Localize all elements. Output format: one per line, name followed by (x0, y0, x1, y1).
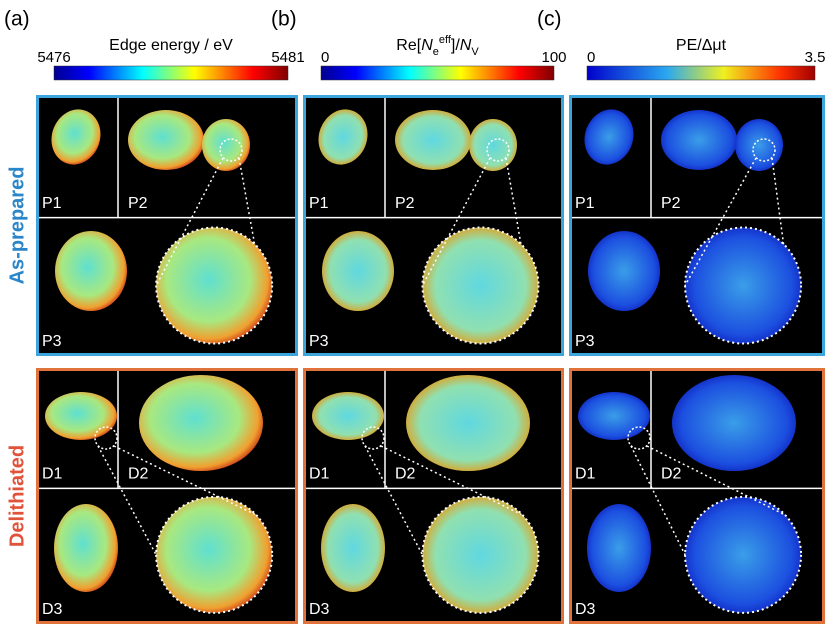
zoom-link (155, 157, 224, 286)
colorbar-title-part: ]/ (451, 37, 460, 54)
particle (469, 119, 517, 171)
particle (588, 231, 660, 311)
zoom-link (421, 157, 491, 286)
colorbar-title: PE/Δμt (676, 37, 727, 54)
particle-label: D1 (42, 466, 63, 483)
magnified-view (421, 495, 540, 614)
colorbar-title: Edge energy / eV (109, 37, 233, 54)
particle (661, 110, 737, 170)
particle-label: D3 (42, 601, 63, 618)
zoom-region (752, 138, 776, 162)
magnified-view (421, 226, 540, 345)
particle (139, 375, 263, 471)
colorbar-max: 100 (541, 49, 566, 66)
particle-label: D2 (661, 466, 682, 483)
zoom-region (219, 138, 243, 162)
particle-label: P1 (575, 195, 595, 212)
particle-label: D1 (575, 466, 596, 483)
particle (321, 504, 385, 592)
zoom-region (94, 426, 118, 450)
particle-label: P2 (395, 195, 415, 212)
particle-label: P2 (661, 195, 681, 212)
zoom-link (380, 445, 522, 515)
particle-label: D2 (128, 466, 149, 483)
particle (128, 110, 204, 170)
particle (584, 109, 634, 165)
zoom-link (646, 445, 785, 515)
particle-label: P3 (575, 333, 595, 350)
magnified-view (155, 226, 274, 345)
particle (312, 392, 384, 440)
particle-label: P1 (42, 195, 62, 212)
particle-label: P3 (42, 333, 62, 350)
particle (45, 392, 117, 440)
particle-label: D2 (395, 466, 416, 483)
particle (51, 109, 101, 165)
colorbar-min: 5476 (37, 49, 70, 66)
colorbar-title-part: N (421, 37, 433, 54)
particle (406, 375, 530, 471)
row-label: As-prepared (6, 167, 28, 285)
zoom-region (361, 426, 385, 450)
colorbar-title: Re[Neeff]/NV (396, 34, 479, 58)
panel-label: (b) (271, 8, 297, 31)
magnified-view (155, 495, 274, 614)
particle-label: P1 (309, 195, 329, 212)
particle (395, 110, 471, 170)
colorbar-title-part: V (471, 46, 479, 58)
zoom-link (97, 445, 157, 556)
colorbar-max: 3.5 (805, 49, 826, 66)
particle (55, 231, 127, 311)
colorbar-title-part: Re[ (396, 37, 421, 54)
zoom-link (113, 445, 256, 515)
zoom-region (486, 138, 510, 162)
particle (54, 504, 118, 592)
colorbar-min: 0 (321, 49, 329, 66)
colorbar (320, 65, 555, 81)
particle-label: P3 (309, 333, 329, 350)
particle-label: D1 (309, 466, 330, 483)
particle (672, 375, 796, 471)
panel-label: (a) (4, 8, 30, 31)
row-label: Delithiated (6, 445, 28, 547)
particle (202, 119, 250, 171)
particle-label: D3 (309, 601, 330, 618)
particle (318, 109, 368, 165)
particle (735, 119, 783, 171)
particle (322, 231, 394, 311)
colorbar-max: 5481 (271, 49, 304, 66)
zoom-link (630, 445, 686, 556)
colorbar (53, 65, 289, 81)
zoom-link (364, 445, 424, 556)
particle (578, 392, 650, 440)
colorbar-title-part: eff (439, 34, 452, 46)
colorbar-title-part: N (460, 37, 472, 54)
particle-label: P2 (128, 195, 148, 212)
colorbar-title-part: e (433, 46, 439, 58)
panel-label: (c) (537, 8, 562, 31)
particle (587, 504, 651, 592)
particle-label: D3 (575, 601, 596, 618)
colorbar (586, 65, 816, 81)
zoom-link (684, 157, 757, 286)
colorbar-min: 0 (587, 49, 595, 66)
zoom-region (627, 426, 651, 450)
